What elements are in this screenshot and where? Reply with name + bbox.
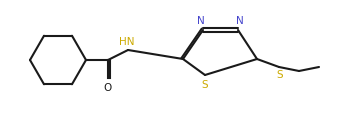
Text: N: N: [197, 16, 205, 26]
Text: N: N: [236, 16, 244, 26]
Text: HN: HN: [119, 37, 135, 47]
Text: S: S: [277, 70, 283, 80]
Text: O: O: [104, 83, 112, 93]
Text: S: S: [202, 80, 208, 90]
